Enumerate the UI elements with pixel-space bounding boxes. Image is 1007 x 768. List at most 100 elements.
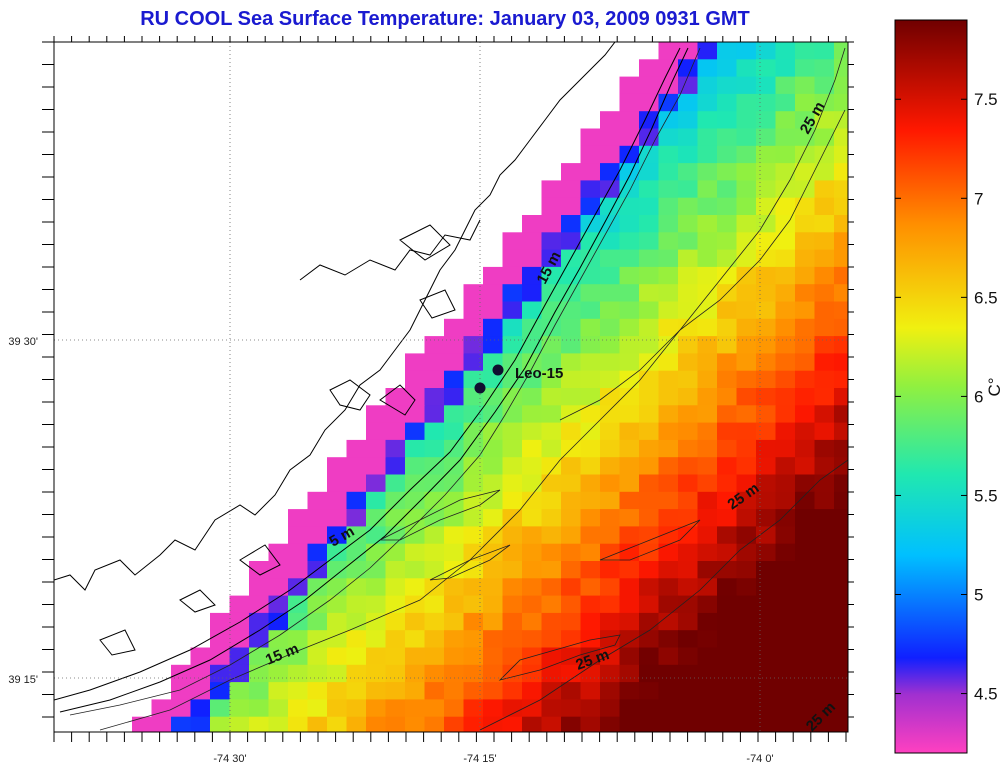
sst-cell — [444, 388, 465, 406]
sst-cell — [385, 439, 406, 458]
sst-cell — [600, 145, 621, 164]
sst-cell — [717, 370, 738, 389]
sst-cell — [522, 682, 543, 700]
sst-cell — [834, 526, 848, 545]
sst-cell — [658, 197, 679, 216]
sst-cell — [619, 370, 640, 389]
sst-cell — [405, 405, 426, 424]
colorbar-unit-label: C° — [985, 377, 1004, 396]
sst-cell — [619, 249, 640, 268]
sst-cell — [405, 439, 426, 458]
sst-cell — [405, 543, 426, 562]
sst-cell — [561, 163, 582, 181]
sst-cell — [756, 215, 777, 233]
sst-cell — [385, 647, 406, 666]
sst-cell — [268, 716, 289, 732]
sst-cell — [327, 595, 348, 614]
sst-cell — [658, 284, 679, 303]
sst-cell — [639, 284, 660, 303]
sst-cell — [502, 474, 523, 493]
sst-cell — [736, 716, 757, 732]
sst-cell — [580, 526, 601, 545]
sst-cell — [444, 716, 465, 732]
sst-cell — [444, 491, 465, 510]
sst-cell — [307, 595, 328, 614]
x-tick-labels: -74 30' -74 15' -74 0' — [213, 753, 773, 765]
sst-cell — [834, 543, 848, 562]
sst-cell — [717, 630, 738, 649]
isobath-contours — [69, 47, 848, 731]
sst-cell — [678, 215, 699, 233]
sst-cell — [346, 439, 367, 458]
sst-cell — [463, 664, 484, 683]
sst-cell — [795, 76, 816, 95]
sst-cell — [736, 474, 757, 493]
sst-cell — [834, 266, 848, 285]
sst-cell — [483, 526, 504, 545]
sst-cell — [834, 163, 848, 181]
sst-cell — [756, 145, 777, 164]
sst-cell — [171, 682, 192, 700]
sst-cell — [795, 215, 816, 233]
sst-cell — [522, 561, 543, 579]
sst-cell — [795, 526, 816, 545]
sst-cell — [775, 215, 796, 233]
sst-cell — [697, 336, 718, 354]
sst-cell — [775, 388, 796, 406]
sst-cell — [678, 197, 699, 216]
sst-cell — [249, 612, 270, 631]
sst-cell — [561, 336, 582, 354]
sst-cell — [658, 405, 679, 424]
sst-cell — [795, 699, 816, 718]
sst-cell — [190, 664, 211, 683]
sst-cell — [814, 197, 835, 216]
sst-cell — [405, 457, 426, 476]
sst-cell — [658, 595, 679, 614]
sst-cell — [756, 509, 777, 527]
sst-cell — [619, 163, 640, 181]
sst-cell — [814, 664, 835, 683]
sst-cell — [600, 388, 621, 406]
sst-cell — [502, 543, 523, 562]
sst-cell — [795, 301, 816, 320]
sst-cell — [697, 612, 718, 631]
sst-cell — [736, 370, 757, 389]
sst-cell — [522, 664, 543, 683]
sst-cell — [522, 388, 543, 406]
sst-cell — [366, 682, 387, 700]
sst-cell — [522, 630, 543, 649]
sst-cell — [327, 526, 348, 545]
sst-cell — [834, 491, 848, 510]
sst-cell — [639, 526, 660, 545]
sst-cell — [717, 595, 738, 614]
sst-cell — [541, 491, 562, 510]
sst-cell — [502, 491, 523, 510]
sst-cell — [834, 457, 848, 476]
sst-cell — [327, 474, 348, 493]
sst-cell — [424, 699, 445, 718]
sst-cell — [619, 93, 640, 112]
sst-cell — [502, 647, 523, 666]
sst-cell — [580, 266, 601, 285]
sst-cell — [736, 284, 757, 303]
sst-cell — [522, 266, 543, 285]
sst-cell — [366, 526, 387, 545]
sst-cell — [210, 630, 231, 649]
sst-cell — [210, 664, 231, 683]
sst-cell — [795, 42, 816, 60]
sst-cell — [502, 699, 523, 718]
sst-cell — [346, 578, 367, 597]
sst-cell — [424, 509, 445, 527]
sst-cell — [307, 526, 328, 545]
sst-cell — [405, 491, 426, 510]
sst-cell — [346, 543, 367, 562]
sst-cell — [541, 180, 562, 199]
sst-cell — [541, 457, 562, 476]
sst-cell — [678, 353, 699, 372]
sst-cell — [580, 128, 601, 147]
sst-cell — [327, 561, 348, 579]
sst-cell — [151, 716, 172, 732]
sst-cell — [775, 232, 796, 251]
sst-cell — [502, 595, 523, 614]
sst-cell — [736, 180, 757, 199]
